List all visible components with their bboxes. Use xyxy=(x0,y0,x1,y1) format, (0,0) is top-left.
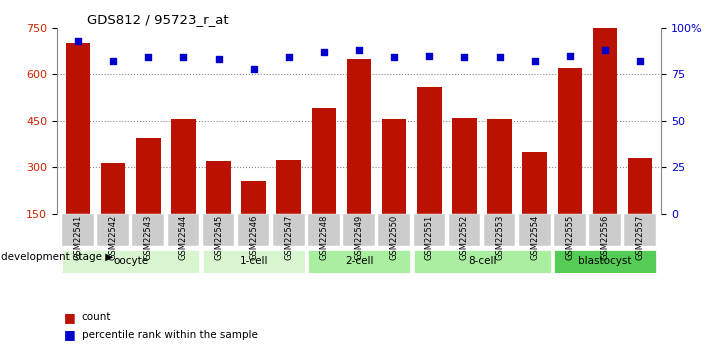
FancyBboxPatch shape xyxy=(554,250,656,273)
Point xyxy=(178,55,189,60)
Text: oocyte: oocyte xyxy=(113,256,148,266)
Text: GSM22544: GSM22544 xyxy=(179,215,188,260)
Text: percentile rank within the sample: percentile rank within the sample xyxy=(82,330,257,339)
Bar xyxy=(206,161,231,214)
FancyBboxPatch shape xyxy=(624,214,656,246)
Text: development stage ▶: development stage ▶ xyxy=(1,252,113,262)
Point xyxy=(529,58,540,64)
Text: GSM22556: GSM22556 xyxy=(601,215,609,260)
FancyBboxPatch shape xyxy=(308,250,410,273)
Point xyxy=(107,58,119,64)
FancyBboxPatch shape xyxy=(554,214,586,246)
Bar xyxy=(417,87,442,214)
Bar xyxy=(523,152,547,214)
FancyBboxPatch shape xyxy=(203,214,235,246)
Point xyxy=(283,55,294,60)
Text: GSM22548: GSM22548 xyxy=(319,215,328,260)
Point xyxy=(142,55,154,60)
Point xyxy=(424,53,435,58)
Text: GSM22550: GSM22550 xyxy=(390,215,399,260)
Text: GSM22549: GSM22549 xyxy=(355,215,363,260)
Bar xyxy=(347,59,371,214)
Text: blastocyst: blastocyst xyxy=(578,256,632,266)
Text: GSM22557: GSM22557 xyxy=(636,215,645,260)
Text: GSM22545: GSM22545 xyxy=(214,215,223,260)
Point xyxy=(248,66,260,71)
Point xyxy=(388,55,400,60)
Text: ■: ■ xyxy=(64,328,76,341)
Bar xyxy=(487,119,512,214)
Text: GSM22553: GSM22553 xyxy=(495,215,504,260)
FancyBboxPatch shape xyxy=(343,214,375,246)
Text: count: count xyxy=(82,313,111,322)
Point xyxy=(213,57,224,62)
FancyBboxPatch shape xyxy=(238,214,269,246)
FancyBboxPatch shape xyxy=(483,214,515,246)
Text: GSM22552: GSM22552 xyxy=(460,215,469,260)
FancyBboxPatch shape xyxy=(589,214,621,246)
Point xyxy=(565,53,576,58)
Bar xyxy=(382,119,407,214)
Bar xyxy=(277,159,301,214)
Bar xyxy=(593,26,617,214)
Bar xyxy=(628,158,653,214)
FancyBboxPatch shape xyxy=(203,250,304,273)
Point xyxy=(599,47,611,53)
FancyBboxPatch shape xyxy=(132,214,164,246)
Text: GSM22543: GSM22543 xyxy=(144,215,153,260)
FancyBboxPatch shape xyxy=(414,250,550,273)
FancyBboxPatch shape xyxy=(62,214,94,246)
FancyBboxPatch shape xyxy=(449,214,480,246)
FancyBboxPatch shape xyxy=(414,214,445,246)
Text: GSM22555: GSM22555 xyxy=(565,215,574,260)
Text: GSM22554: GSM22554 xyxy=(530,215,539,260)
Text: 2-cell: 2-cell xyxy=(345,256,373,266)
Text: GSM22547: GSM22547 xyxy=(284,215,293,260)
Bar xyxy=(241,181,266,214)
Text: GSM22542: GSM22542 xyxy=(109,215,117,260)
Text: 8-cell: 8-cell xyxy=(468,256,496,266)
Text: GSM22551: GSM22551 xyxy=(425,215,434,260)
FancyBboxPatch shape xyxy=(273,214,304,246)
Bar xyxy=(136,138,161,214)
Text: GSM22541: GSM22541 xyxy=(73,215,82,260)
Bar xyxy=(452,118,477,214)
Point xyxy=(459,55,470,60)
Bar xyxy=(171,119,196,214)
Point xyxy=(634,58,646,64)
FancyBboxPatch shape xyxy=(308,214,340,246)
Text: GDS812 / 95723_r_at: GDS812 / 95723_r_at xyxy=(87,13,229,27)
FancyBboxPatch shape xyxy=(519,214,550,246)
Point xyxy=(353,47,365,53)
Text: 1-cell: 1-cell xyxy=(240,256,268,266)
Point xyxy=(494,55,506,60)
FancyBboxPatch shape xyxy=(62,250,199,273)
Point xyxy=(319,49,330,55)
Bar xyxy=(311,108,336,214)
Text: ■: ■ xyxy=(64,311,76,324)
Bar xyxy=(101,162,125,214)
FancyBboxPatch shape xyxy=(97,214,129,246)
Point xyxy=(73,38,84,43)
FancyBboxPatch shape xyxy=(168,214,199,246)
Text: GSM22546: GSM22546 xyxy=(249,215,258,260)
Bar xyxy=(65,43,90,214)
Bar xyxy=(557,68,582,214)
FancyBboxPatch shape xyxy=(378,214,410,246)
